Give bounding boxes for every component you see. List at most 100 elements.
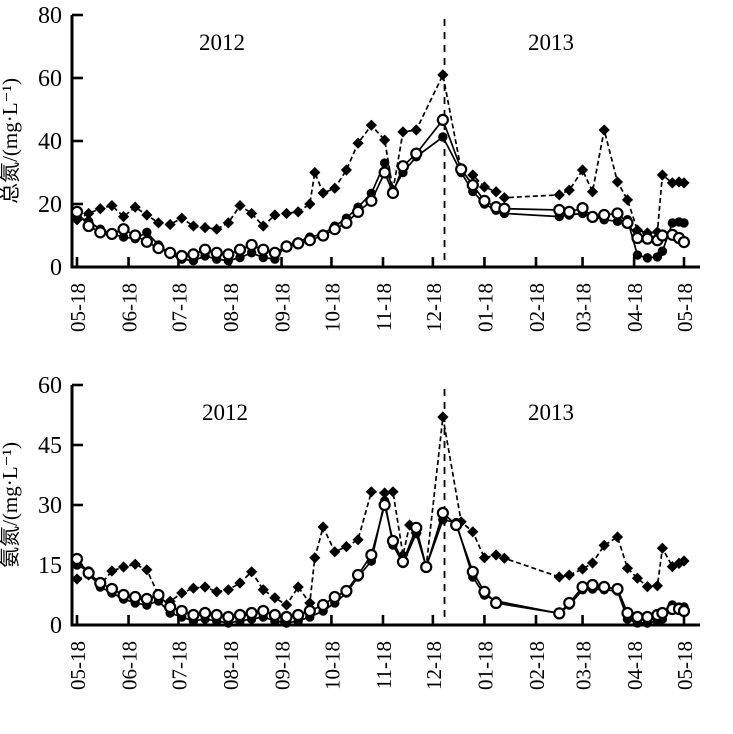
filled-circle-marker <box>657 246 668 256</box>
open-circle-marker <box>611 207 624 220</box>
y-tick-label: 60 <box>38 373 62 399</box>
x-tick-label: 01-18 <box>473 641 497 690</box>
filled-diamond-marker <box>211 223 223 235</box>
open-circle-marker <box>317 229 330 242</box>
x-tick-label: 05-18 <box>66 641 90 690</box>
open-circle-marker <box>365 548 378 562</box>
filled-diamond-marker <box>222 584 234 596</box>
open-circle-marker <box>187 248 200 261</box>
open-circle-marker <box>94 576 107 590</box>
filled-circle-marker <box>142 227 152 238</box>
filled-diamond-marker <box>309 166 321 179</box>
series-filled-circle <box>72 132 689 266</box>
filled-diamond-marker <box>94 203 106 215</box>
filled-diamond-marker <box>656 169 668 181</box>
open-circle-marker <box>164 600 177 614</box>
open-circle-marker <box>576 580 589 594</box>
filled-diamond-marker <box>117 211 130 223</box>
y-tick-label: 40 <box>38 129 62 155</box>
top-chart-year-label-2012: 2012 <box>199 30 245 55</box>
ammonia-nitrogen-chart: 0 15 30 45 60 05-18 06-18 07-18 08-18 09-18 10-18 1… <box>38 373 700 690</box>
filled-diamond-marker <box>280 599 293 611</box>
filled-diamond-marker <box>673 557 685 569</box>
filled-diamond-marker <box>234 577 246 589</box>
open-circle-marker <box>455 163 468 176</box>
filled-circle-marker <box>379 158 390 168</box>
filled-diamond-marker <box>106 199 118 212</box>
open-circle-marker <box>70 552 84 566</box>
open-circle-marker <box>450 518 463 532</box>
filled-diamond-marker <box>222 217 234 229</box>
x-tick-label: 07-18 <box>167 641 191 690</box>
open-circle-marker <box>478 585 491 598</box>
x-tick-label: 09-18 <box>271 641 295 690</box>
open-circle-marker <box>210 246 223 259</box>
open-circle-marker <box>436 113 449 126</box>
y-tick-label: 0 <box>50 613 62 639</box>
open-circle-marker <box>280 240 293 253</box>
open-circle-marker <box>576 201 589 215</box>
open-circle-marker <box>210 608 223 622</box>
filled-diamond-marker <box>187 220 200 232</box>
filled-diamond-marker <box>553 571 565 583</box>
series-line <box>76 72 685 234</box>
filled-diamond-marker <box>553 189 565 201</box>
filled-diamond-marker <box>498 192 510 204</box>
y-tick-label: 30 <box>38 493 62 519</box>
series-open-circle <box>70 113 691 263</box>
open-circle-marker <box>586 578 599 592</box>
open-circle-marker <box>233 243 247 256</box>
filled-circle-marker <box>679 218 689 228</box>
filled-diamond-marker <box>211 586 223 598</box>
filled-diamond-marker <box>309 552 321 564</box>
filled-diamond-marker <box>586 557 599 569</box>
x-tick-label: 04-18 <box>623 641 647 690</box>
x-tick-label: 12-18 <box>422 283 446 332</box>
filled-diamond-marker <box>329 546 341 558</box>
x-tick-label: 02-18 <box>525 283 549 332</box>
bottom-chart-y-axis-title: 氨氮/(mg·L⁻¹) <box>0 442 22 568</box>
filled-diamond-marker <box>129 558 141 570</box>
open-circle-marker <box>129 590 142 604</box>
open-circle-marker <box>303 604 316 618</box>
open-circle-marker <box>105 227 119 241</box>
filled-circle-marker <box>642 253 653 263</box>
filled-diamond-marker <box>621 562 634 574</box>
open-circle-marker <box>152 588 165 602</box>
filled-diamond-marker <box>269 592 281 604</box>
x-tick-label: 08-18 <box>219 283 243 332</box>
open-circle-marker <box>553 203 566 217</box>
open-circle-marker <box>351 568 365 582</box>
filled-diamond-marker <box>576 563 589 575</box>
filled-diamond-marker <box>71 573 83 585</box>
open-circle-marker <box>317 598 330 612</box>
filled-diamond-marker <box>83 207 95 220</box>
top-chart-y-axis-title: 总氮/(mg·L⁻¹) <box>0 78 22 204</box>
open-circle-marker <box>621 216 634 229</box>
total-nitrogen-chart: 0 20 40 60 80 05-18 06-18 07-18 08-18 09-18 10-18 1… <box>38 3 700 332</box>
open-circle-marker <box>257 243 270 256</box>
open-circle-marker <box>70 205 84 218</box>
filled-diamond-marker <box>437 69 449 81</box>
open-circle-marker <box>198 243 212 256</box>
open-circle-marker <box>117 588 130 602</box>
open-circle-marker <box>105 582 119 596</box>
filled-diamond-marker <box>176 587 188 599</box>
filled-diamond-marker <box>164 218 176 231</box>
open-circle-marker <box>222 248 235 261</box>
open-circle-marker <box>152 242 165 255</box>
open-circle-marker <box>187 608 200 622</box>
open-circle-marker <box>396 555 410 568</box>
open-circle-marker <box>598 580 611 594</box>
filled-diamond-marker <box>269 209 281 221</box>
filled-diamond-marker <box>598 124 610 136</box>
filled-diamond-marker <box>257 584 269 596</box>
x-tick-label: 06-18 <box>118 283 142 332</box>
x-tick-label: 06-18 <box>118 641 142 690</box>
filled-diamond-marker <box>199 581 211 593</box>
filled-diamond-marker <box>490 549 502 561</box>
filled-diamond-marker <box>292 206 304 218</box>
open-circle-marker <box>677 604 691 618</box>
filled-diamond-marker <box>651 580 663 592</box>
